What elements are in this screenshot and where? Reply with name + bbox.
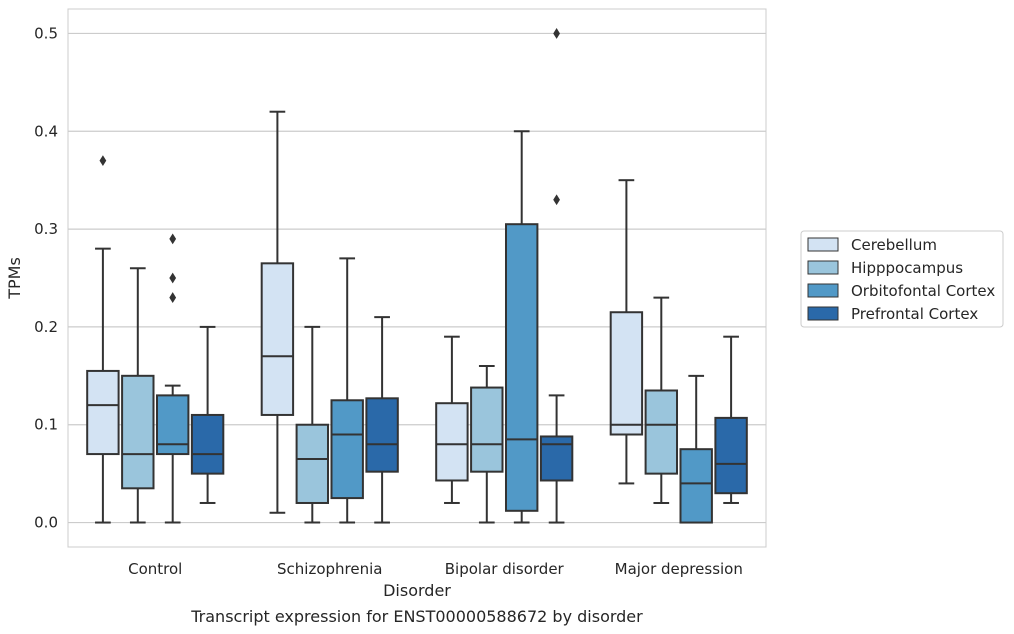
x-axis-ticks: Control Schizophrenia Bipolar disorder Majo… — [128, 560, 743, 578]
legend-label: Orbitofontal Cortex — [851, 282, 995, 300]
boxes — [86, 28, 748, 524]
y-tick-label: 0.2 — [34, 318, 58, 336]
x-tick-label: Major depression — [615, 560, 743, 578]
box-body — [504, 223, 539, 512]
box-0-2 — [155, 233, 190, 524]
box-2-1 — [470, 365, 504, 524]
box-body — [435, 402, 469, 482]
legend: Cerebellum Hipppocampus Orbitofontal Corte… — [800, 230, 1004, 328]
legend-label: Prefrontal Cortex — [851, 305, 978, 323]
box-3-1 — [644, 296, 679, 504]
box-3-0 — [609, 179, 644, 485]
box-1-0 — [260, 110, 295, 514]
y-tick-label: 0.4 — [34, 122, 58, 140]
box-0-3 — [190, 325, 225, 504]
y-tick-label: 0.5 — [34, 24, 58, 42]
box-body — [260, 262, 295, 416]
x-tick-label: Bipolar disorder — [445, 560, 565, 578]
box-body — [365, 397, 399, 473]
box-2-3 — [539, 28, 574, 524]
box-1-1 — [295, 325, 330, 524]
x-tick-label: Schizophrenia — [277, 560, 382, 578]
y-tick-label: 0.1 — [34, 416, 58, 434]
legend-frame — [800, 230, 1004, 328]
box-3-2 — [679, 374, 713, 524]
y-axis-ticks: 0.0 0.1 0.2 0.3 0.4 0.5 — [34, 24, 58, 531]
outlier-point — [169, 272, 177, 284]
plot-frame — [67, 8, 767, 548]
box-1-2 — [330, 257, 364, 524]
box-3-3 — [714, 335, 748, 504]
legend-label: Cerebellum — [851, 236, 937, 254]
y-tick-label: 0.0 — [34, 514, 58, 532]
box-body — [190, 413, 225, 475]
box-body — [470, 386, 504, 473]
box-body — [609, 311, 644, 436]
box-1-3 — [365, 316, 399, 524]
legend-swatch — [807, 260, 839, 275]
box-body — [86, 369, 120, 456]
box-2-0 — [435, 335, 469, 504]
legend-swatch — [807, 283, 839, 298]
x-axis-label: Disorder — [383, 581, 451, 600]
outlier-point — [553, 28, 560, 39]
outlier-point — [553, 194, 560, 206]
box-body — [539, 435, 574, 482]
legend-label: Hipppocampus — [851, 259, 963, 277]
box-body — [714, 416, 748, 495]
box-body — [644, 389, 679, 475]
legend-swatch — [807, 237, 839, 252]
chart-caption: Transcript expression for ENST0000058867… — [190, 607, 643, 626]
x-tick-label: Control — [128, 560, 182, 578]
box-0-1 — [121, 267, 155, 524]
y-axis-label: TPMs — [5, 257, 24, 300]
box-body — [121, 374, 155, 490]
box-body — [295, 423, 330, 504]
box-0-0 — [86, 155, 120, 524]
legend-swatch — [807, 306, 839, 321]
box-2-2 — [504, 130, 539, 524]
outlier-point — [169, 292, 177, 303]
outlier-point — [169, 233, 177, 245]
outlier-point — [99, 155, 107, 167]
box-body — [679, 448, 713, 524]
y-tick-label: 0.3 — [34, 220, 58, 238]
box-body — [330, 399, 364, 500]
